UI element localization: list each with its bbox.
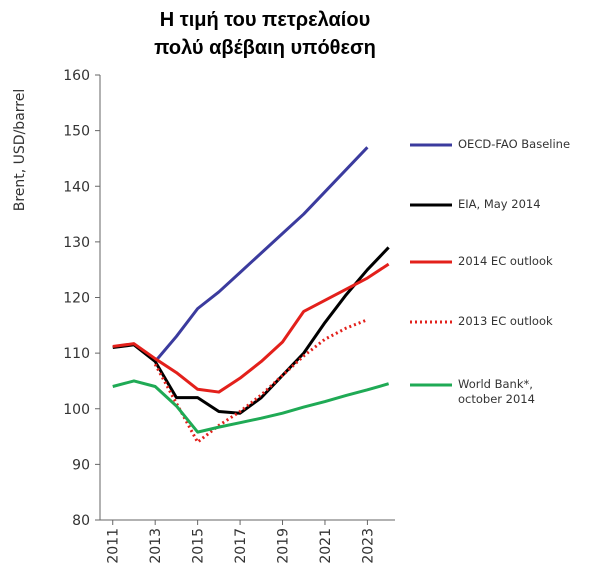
legend-label: World Bank*, october 2014 — [458, 377, 535, 406]
legend-label: 2013 EC outlook — [458, 314, 553, 328]
y-axis-label: Brent, USD/barrel — [12, 89, 28, 212]
y-tick-label: 100 — [63, 402, 90, 418]
x-tick-label: 2023 — [360, 528, 376, 564]
y-tick-label: 80 — [72, 513, 90, 529]
legend-label: EIA, May 2014 — [458, 197, 541, 211]
x-tick-label: 2019 — [276, 528, 292, 564]
series-line — [154, 146, 369, 363]
y-tick-label: 130 — [63, 235, 90, 251]
legend-label: 2014 EC outlook — [458, 254, 553, 268]
y-tick-label: 150 — [63, 124, 90, 140]
x-tick-label: 2011 — [106, 528, 122, 564]
y-tick-label: 160 — [63, 68, 90, 84]
legend-label: OECD-FAO Baseline — [458, 137, 571, 151]
y-tick-label: 90 — [72, 457, 90, 473]
x-tick-label: 2017 — [233, 528, 249, 564]
x-tick-label: 2013 — [148, 528, 164, 564]
y-tick-label: 140 — [63, 179, 90, 195]
x-tick-label: 2021 — [318, 528, 334, 564]
series-line — [112, 379, 390, 434]
y-tick-label: 110 — [63, 346, 90, 362]
series-line — [112, 246, 390, 415]
y-tick-label: 120 — [63, 291, 90, 307]
series-line — [112, 262, 390, 394]
chart-title: Η τιμή του πετρελαίου πολύ αβέβαιη υπόθε… — [154, 9, 376, 59]
x-tick-label: 2015 — [191, 528, 207, 564]
series-line — [153, 318, 368, 444]
